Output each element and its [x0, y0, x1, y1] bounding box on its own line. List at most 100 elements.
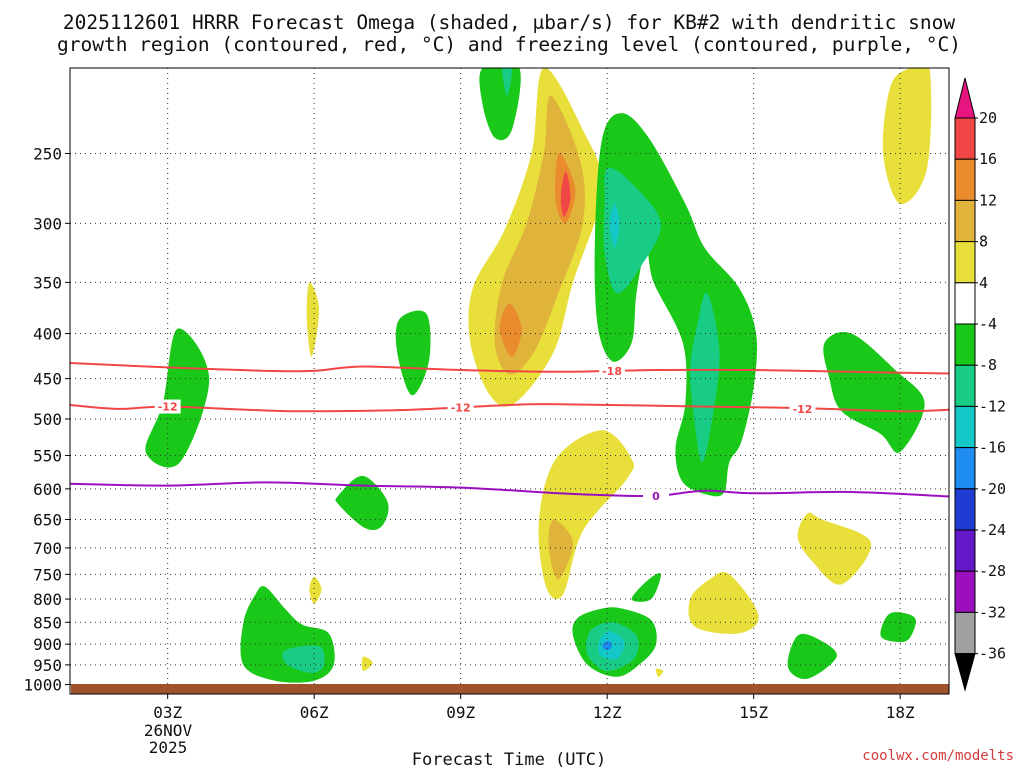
y-tick-label-850: 850 [33, 613, 62, 632]
omega-region-4 [309, 576, 322, 604]
omega-region-neg4 [631, 573, 661, 602]
colorbar-segment [954, 323, 976, 366]
omega-region-neg8 [603, 167, 662, 294]
x-axis-title: Forecast Time (UTC) [412, 750, 606, 768]
colorbar-label: -32 [979, 603, 1006, 621]
colorbar-segment [954, 529, 976, 572]
omega-region-neg4 [787, 633, 837, 680]
omega-region-neg16 [602, 640, 613, 651]
omega-region-4 [797, 512, 872, 585]
title-line-1: 2025112601 HRRR Forecast Omega (shaded, … [63, 11, 955, 34]
x-tick-label-15Z: 15Z [739, 703, 768, 722]
contour-label-0: 0 [652, 490, 660, 503]
contour-line--18 [70, 362, 949, 375]
colorbar-label: 16 [979, 150, 997, 168]
omega-region-neg8 [690, 292, 720, 463]
colorbar-segment [954, 447, 976, 490]
omega-region-4 [361, 656, 373, 672]
colorbar-segment [954, 117, 976, 160]
y-tick-label-250: 250 [33, 144, 62, 163]
colorbar-segment [954, 488, 976, 531]
colorbar-label: -12 [979, 397, 1006, 415]
contour-lines: -18 -12 0 -12 -12 [70, 362, 949, 503]
contour-label-bg [154, 399, 181, 414]
plot-area [145, 68, 932, 683]
colorbar-segment [954, 199, 976, 243]
colorbar-segment [954, 241, 976, 284]
omega-region-12 [499, 303, 522, 357]
colorbar-label: 12 [979, 191, 997, 209]
omega-region-neg12 [609, 203, 620, 248]
colorbar-label: 20 [979, 109, 997, 127]
omega-region-16 [560, 171, 571, 217]
omega-region-neg4 [823, 332, 925, 453]
plot-frame [69, 67, 950, 695]
ground-strip [71, 684, 949, 694]
colorbar-label: -8 [979, 356, 997, 374]
y-tick-label-650: 650 [33, 511, 62, 530]
colorbar-label: -28 [979, 562, 1006, 580]
contour-label-bg [643, 488, 669, 503]
colorbar-label: -24 [979, 521, 1006, 539]
colorbar: 20 16 12 8 4 -4 -8 -12 -16 -20 -24 -28 -32 -36 [954, 77, 1006, 692]
contour-label-extra: -12 [793, 403, 813, 416]
y-tick-label-950: 950 [33, 656, 62, 675]
contour-label--18: -18 [602, 365, 622, 378]
contour-label-bg [599, 363, 626, 378]
contour-label-bg [447, 400, 474, 415]
omega-region-4 [688, 571, 759, 634]
y-tick-label-450: 450 [33, 370, 62, 389]
x-tick-label-09Z: 09Z [446, 703, 475, 722]
y-axis-ticks: 250 300 350 400 450 500 550 600 650 700 750 800 850 9… [23, 144, 70, 695]
x-tick-label-06Z: 06Z [300, 703, 329, 722]
omega-region-4 [306, 282, 320, 357]
omega-region-neg8 [282, 645, 325, 673]
colorbar-segment [954, 282, 976, 325]
contour-label-extra: -12 [158, 401, 178, 414]
colorbar-segment [954, 364, 976, 407]
colorbar-label: 8 [979, 233, 988, 251]
title-line-2: growth region (contoured, red, °C) and f… [57, 33, 961, 56]
y-tick-label-700: 700 [33, 539, 62, 558]
x-tick-label-03Z: 03Z [153, 703, 182, 722]
x-tick-label-18Z: 18Z [886, 703, 915, 722]
y-tick-label-800: 800 [33, 590, 62, 609]
colorbar-segment [954, 611, 976, 655]
colorbar-segment [954, 405, 976, 449]
omega-region-neg8 [502, 68, 513, 96]
colorbar-label: -4 [979, 315, 997, 333]
contour-line-0 [70, 481, 949, 498]
ground-layer [71, 684, 949, 694]
omega-region-4 [538, 430, 634, 600]
omega-region-neg4 [335, 475, 389, 531]
date-label-line-1: 26NOV [144, 721, 193, 740]
omega-region-neg4 [880, 612, 916, 643]
y-tick-label-1000: 1000 [23, 676, 62, 695]
omega-region-neg4 [479, 68, 521, 141]
x-axis-ticks: 03Z 06Z 09Z 12Z 15Z 18Z [153, 694, 915, 722]
omega-region-8 [548, 519, 574, 580]
y-tick-label-500: 500 [33, 410, 62, 429]
y-tick-label-350: 350 [33, 273, 62, 292]
contour-label-bg [789, 401, 816, 416]
y-tick-label-600: 600 [33, 480, 62, 499]
date-label-line-2: 2025 [149, 738, 188, 757]
y-tick-label-750: 750 [33, 565, 62, 584]
colorbar-top-arrow [954, 77, 976, 119]
contour-label--12: -12 [451, 401, 471, 414]
y-tick-label-300: 300 [33, 214, 62, 233]
colorbar-bottom-arrow [954, 653, 976, 692]
y-tick-label-550: 550 [33, 447, 62, 466]
y-tick-label-900: 900 [33, 635, 62, 654]
colorbar-segment [954, 570, 976, 613]
omega-region-neg4 [145, 328, 210, 468]
credit-text: coolwx.com/modelts [862, 748, 1014, 764]
omega-region-4 [655, 668, 664, 677]
colorbar-label: -20 [979, 480, 1006, 498]
colorbar-label: 4 [979, 274, 988, 292]
colorbar-segment [954, 158, 976, 201]
y-tick-label-400: 400 [33, 325, 62, 344]
omega-region-4 [882, 68, 932, 204]
colorbar-label: -36 [979, 645, 1006, 663]
